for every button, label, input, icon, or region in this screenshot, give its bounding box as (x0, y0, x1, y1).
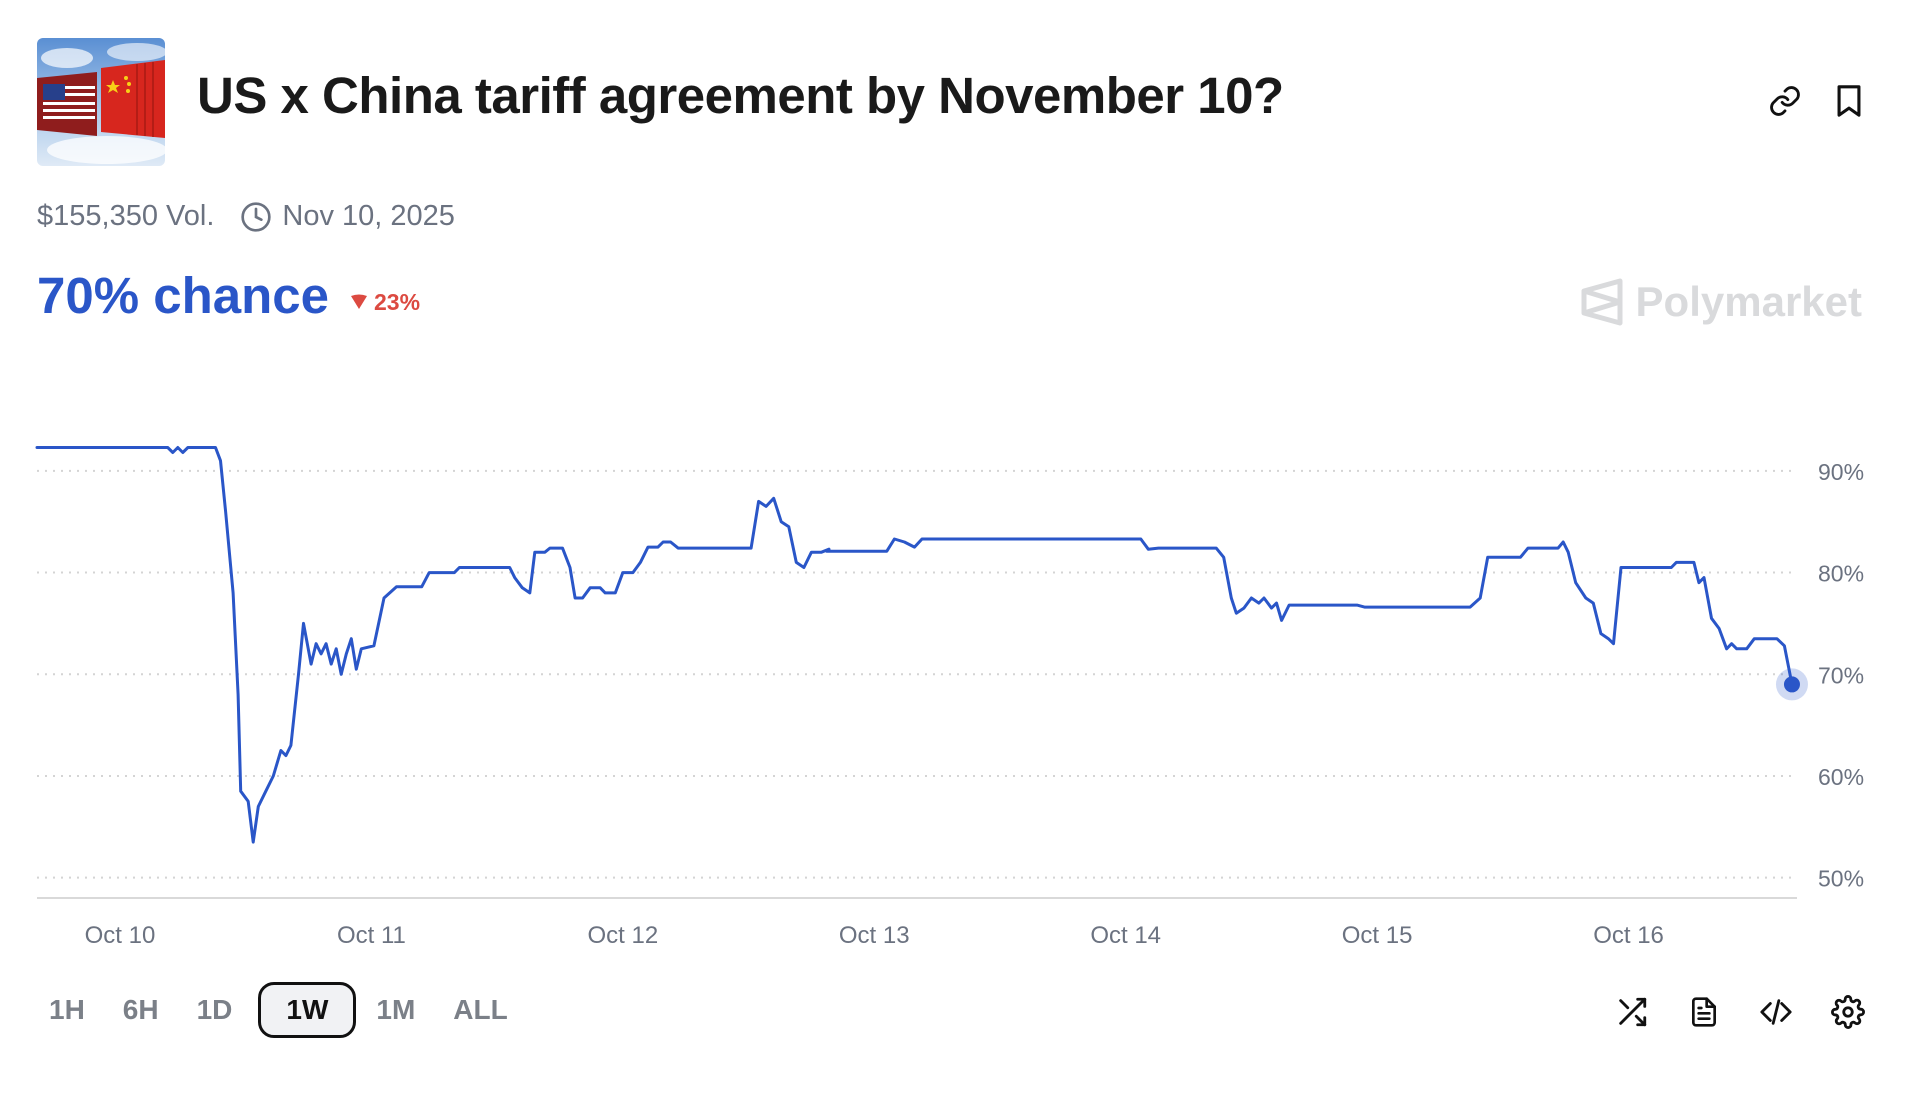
range-button-1w[interactable]: 1W (258, 982, 357, 1038)
chance-value: 70% chance (37, 267, 330, 324)
volume-text: $155,350 Vol. (37, 200, 215, 232)
bookmark-icon[interactable] (1826, 78, 1872, 124)
x-tick-label: Oct 11 (337, 922, 406, 949)
x-tick-label: Oct 14 (1090, 922, 1161, 949)
x-tick-label: Oct 12 (587, 922, 658, 949)
market-thumbnail (37, 38, 165, 166)
y-tick-label: 70% (1818, 662, 1864, 688)
x-tick-label: Oct 15 (1342, 922, 1413, 949)
series-line (35, 446, 1794, 844)
x-tick-label: Oct 16 (1593, 922, 1664, 949)
market-meta: $155,350 Vol. Nov 10, 2025 (37, 200, 455, 233)
y-tick-label: 50% (1818, 866, 1864, 892)
brand-name: Polymarket (1635, 278, 1862, 325)
range-button-6h[interactable]: 6H (122, 994, 159, 1025)
triangle-down-icon (350, 289, 368, 316)
clock-icon (240, 201, 272, 233)
shuffle-icon[interactable] (1610, 990, 1654, 1034)
document-icon[interactable] (1682, 990, 1726, 1034)
change-badge: 23% (350, 289, 420, 316)
code-icon[interactable] (1754, 990, 1798, 1034)
link-icon[interactable] (1762, 78, 1808, 124)
x-tick-label: Oct 10 (85, 922, 156, 949)
range-button-all[interactable]: ALL (453, 994, 508, 1025)
change-value: 23% (374, 289, 421, 315)
time-range-selector: 1H 6H 1D 1W 1M ALL (37, 982, 534, 1038)
settings-icon[interactable] (1826, 990, 1870, 1034)
end-date-text: Nov 10, 2025 (282, 200, 455, 232)
market-title: US x China tariff agreement by November … (197, 67, 1284, 124)
price-chart: 50% 60% 70% 80% 90% Oct 10 Oct 11 Oct 12 Oct 13 O… (35, 446, 1864, 949)
y-tick-label: 60% (1818, 764, 1864, 790)
polymarket-logo: Polymarket (1580, 277, 1862, 327)
range-button-1d[interactable]: 1D (196, 994, 233, 1025)
y-tick-label: 90% (1818, 459, 1864, 485)
range-button-1h[interactable]: 1H (49, 994, 85, 1025)
y-tick-label: 80% (1818, 561, 1864, 587)
x-tick-label: Oct 13 (839, 922, 910, 949)
range-button-1m[interactable]: 1M (376, 994, 416, 1025)
current-point (1783, 676, 1800, 693)
